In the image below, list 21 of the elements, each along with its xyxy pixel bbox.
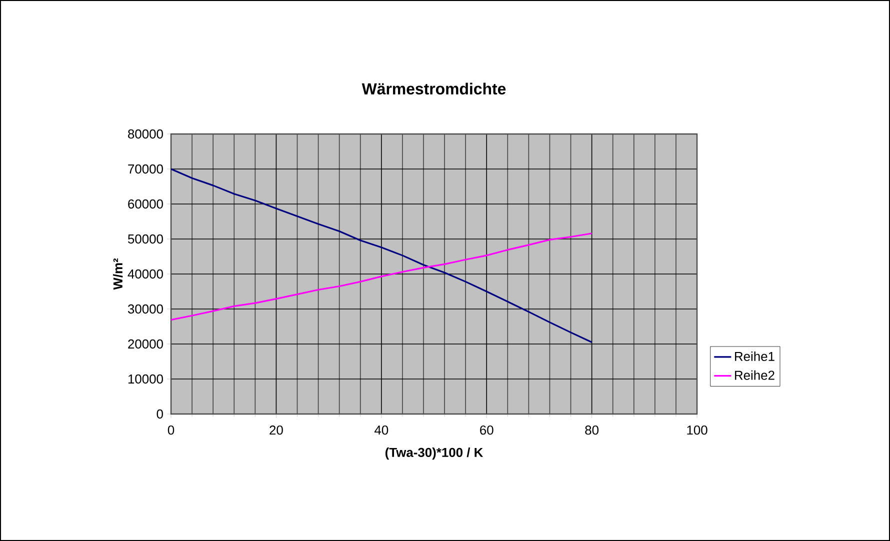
- x-tick-label: 40: [374, 426, 388, 435]
- y-tick-label: 40000: [128, 269, 163, 279]
- x-tick-label: 60: [480, 426, 494, 435]
- y-tick-label: 20000: [128, 339, 163, 349]
- x-tick-label: 100: [687, 426, 708, 435]
- y-tick-label: 80000: [128, 129, 163, 139]
- y-tick-label: 30000: [128, 304, 163, 314]
- x-tick-label: 20: [270, 426, 283, 435]
- y-tick-label: 70000: [128, 164, 163, 174]
- y-tick-label: 50000: [128, 234, 163, 244]
- y-tick-label: 10000: [128, 374, 163, 384]
- x-tick-label: 80: [585, 426, 599, 435]
- y-tick-label: 60000: [128, 199, 163, 209]
- x-axis-title: (Twa-30)*100 / K: [385, 448, 484, 460]
- chart-title: Wärmestromdichte: [362, 82, 506, 94]
- x-tick-label: 0: [168, 426, 174, 435]
- y-axis-title: W/m²: [112, 258, 123, 290]
- legend-label: Reihe1: [735, 352, 774, 362]
- y-tick-label: 0: [156, 409, 163, 419]
- line-series: [171, 232, 593, 321]
- legend-label: Reihe2: [735, 370, 774, 380]
